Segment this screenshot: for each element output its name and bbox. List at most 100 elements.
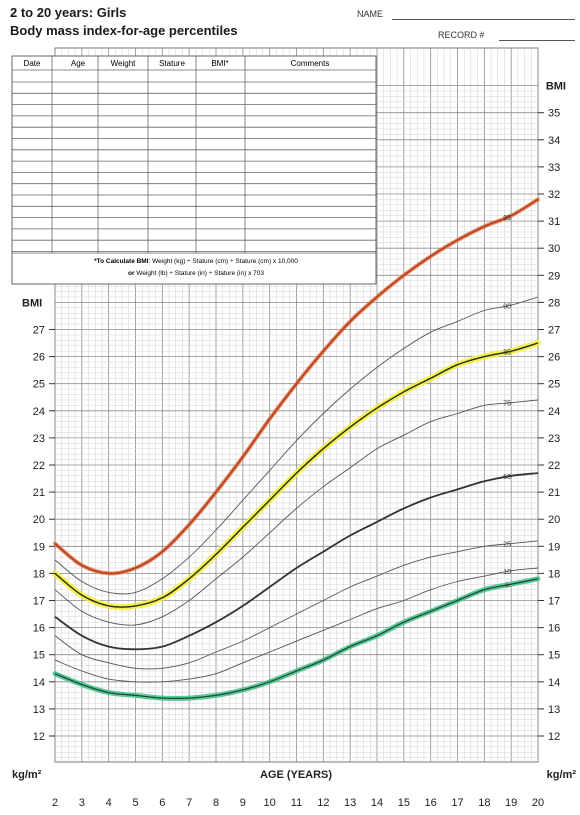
x-axis-label: AGE (YEARS) <box>260 769 332 781</box>
y-unit-right-bg <box>544 768 579 782</box>
y-tick-right-label: 34 <box>548 135 560 147</box>
y-tick-right-label: 28 <box>548 297 560 309</box>
y-tick-left-label: 23 <box>33 433 45 445</box>
name-label: NAME <box>357 9 384 19</box>
y-tick-right-label: 31 <box>548 216 560 228</box>
y-tick-left-label: 15 <box>33 650 45 662</box>
y-tick-left-label: 22 <box>33 460 45 472</box>
series-line-p75 <box>54 399 539 626</box>
y-tick-left-label: 26 <box>33 352 45 364</box>
y-axis-label-left: BMI <box>22 297 42 309</box>
y-tick-left-label: 21 <box>33 487 45 499</box>
y-tick-right-label: 15 <box>548 650 560 662</box>
series-label-p50: 50 <box>503 474 511 481</box>
record-table: Date Age Weight Stature BMI* Comments *To Calc… <box>11 55 377 285</box>
series-label-p75: 75 <box>503 401 511 408</box>
x-axis-label-bg <box>257 768 335 782</box>
series-line-p95 <box>54 198 539 575</box>
y-tick-right-label: 20 <box>548 514 560 526</box>
y-tick-left-label: 12 <box>33 731 45 743</box>
col-header-weight: Weight <box>111 59 137 68</box>
series-label-p10: 10 <box>503 569 511 576</box>
y-tick-left-label: 25 <box>33 379 45 391</box>
x-tick-label: 9 <box>240 797 246 809</box>
y-tick-right-label: 23 <box>548 433 560 445</box>
y-tick-right-label: 26 <box>548 352 560 364</box>
y-tick-left-label: 17 <box>33 596 45 608</box>
y-tick-right-label: 19 <box>548 541 560 553</box>
y-tick-right-label: 18 <box>548 568 560 580</box>
x-tick-label: 8 <box>213 797 219 809</box>
y-tick-right-label: 16 <box>548 623 560 635</box>
y-tick-right-label: 12 <box>548 731 560 743</box>
chart-title-line2: Body mass index-for-age percentiles <box>10 23 238 38</box>
y-tick-right-label: 24 <box>548 406 560 418</box>
y-unit-left: kg/m² <box>12 769 42 781</box>
x-tick-label: 2 <box>52 797 58 809</box>
y-unit-right: kg/m² <box>547 769 577 781</box>
series-line-p5 <box>54 578 539 700</box>
y-axis-label-right-bg <box>543 79 568 94</box>
col-header-date: Date <box>24 59 41 68</box>
chart-title-line1: 2 to 20 years: Girls <box>10 5 127 20</box>
y-tick-right-label: 21 <box>548 487 560 499</box>
y-tick-left-label: 18 <box>33 568 45 580</box>
col-header-comments: Comments <box>291 59 330 68</box>
series-label-p5: 5 <box>505 583 509 590</box>
x-tick-label: 20 <box>532 797 544 809</box>
series-label-p90: 90 <box>503 303 511 310</box>
record-label: RECORD # <box>438 30 485 40</box>
x-tick-label: 7 <box>186 797 192 809</box>
series-line-p85 <box>54 342 539 608</box>
y-tick-right-label: 35 <box>548 108 560 120</box>
x-tick-label: 16 <box>425 797 437 809</box>
x-tick-label: 4 <box>106 797 112 809</box>
x-tick-label: 3 <box>79 797 85 809</box>
y-tick-right-label: 22 <box>548 460 560 472</box>
x-tick-label: 5 <box>132 797 138 809</box>
series-line-p90 <box>54 296 539 595</box>
axes: 1213141516171819202122232425262712131415… <box>10 79 579 809</box>
y-tick-right-label: 33 <box>548 162 560 174</box>
x-tick-label: 15 <box>398 797 410 809</box>
y-tick-left-label: 19 <box>33 541 45 553</box>
y-tick-right-label: 13 <box>548 704 560 716</box>
y-tick-right-label: 27 <box>548 325 560 337</box>
series-label-p85: 85 <box>503 349 511 356</box>
series-label-p25: 25 <box>503 541 511 548</box>
col-header-stature: Stature <box>159 59 185 68</box>
y-tick-right-label: 32 <box>548 189 560 201</box>
y-tick-right-label: 25 <box>548 379 560 391</box>
series-line-p25 <box>54 540 539 670</box>
percentile-curves: 95 90 85 75 50 25 10 5 <box>52 197 541 701</box>
y-tick-left-label: 14 <box>33 677 45 689</box>
series-line-p50 <box>54 472 539 651</box>
y-tick-right-label: 17 <box>548 596 560 608</box>
record-field[interactable] <box>499 40 575 41</box>
y-tick-right-label: 29 <box>548 270 560 282</box>
y-tick-left-label: 16 <box>33 623 45 635</box>
y-unit-left-bg <box>10 768 44 782</box>
x-tick-label: 14 <box>371 797 383 809</box>
x-tick-label: 6 <box>159 797 165 809</box>
name-field[interactable] <box>392 19 575 20</box>
y-tick-left-label: 13 <box>33 704 45 716</box>
bmi-formula-line1: *To Calculate BMI: Weight (kg) ÷ Stature… <box>94 258 298 265</box>
col-header-bmi: BMI* <box>211 59 228 68</box>
col-header-age: Age <box>71 59 86 68</box>
x-tick-label: 10 <box>264 797 276 809</box>
y-axis-label-right: BMI <box>546 81 566 93</box>
series-label-p95: 95 <box>503 215 511 222</box>
x-tick-label: 18 <box>478 797 490 809</box>
y-tick-left-label: 24 <box>33 406 45 418</box>
y-tick-left-label: 27 <box>33 325 45 337</box>
series-line-p10 <box>54 567 539 683</box>
bmi-formula-line2: or Weight (lb) ÷ Stature (in) ÷ Stature … <box>128 270 264 277</box>
x-tick-label: 19 <box>505 797 517 809</box>
y-axis-label-left-bg <box>20 296 45 311</box>
y-tick-right-label: 30 <box>548 243 560 255</box>
record-table-box <box>11 55 377 285</box>
y-tick-left-label: 20 <box>33 514 45 526</box>
x-tick-label: 17 <box>451 797 463 809</box>
